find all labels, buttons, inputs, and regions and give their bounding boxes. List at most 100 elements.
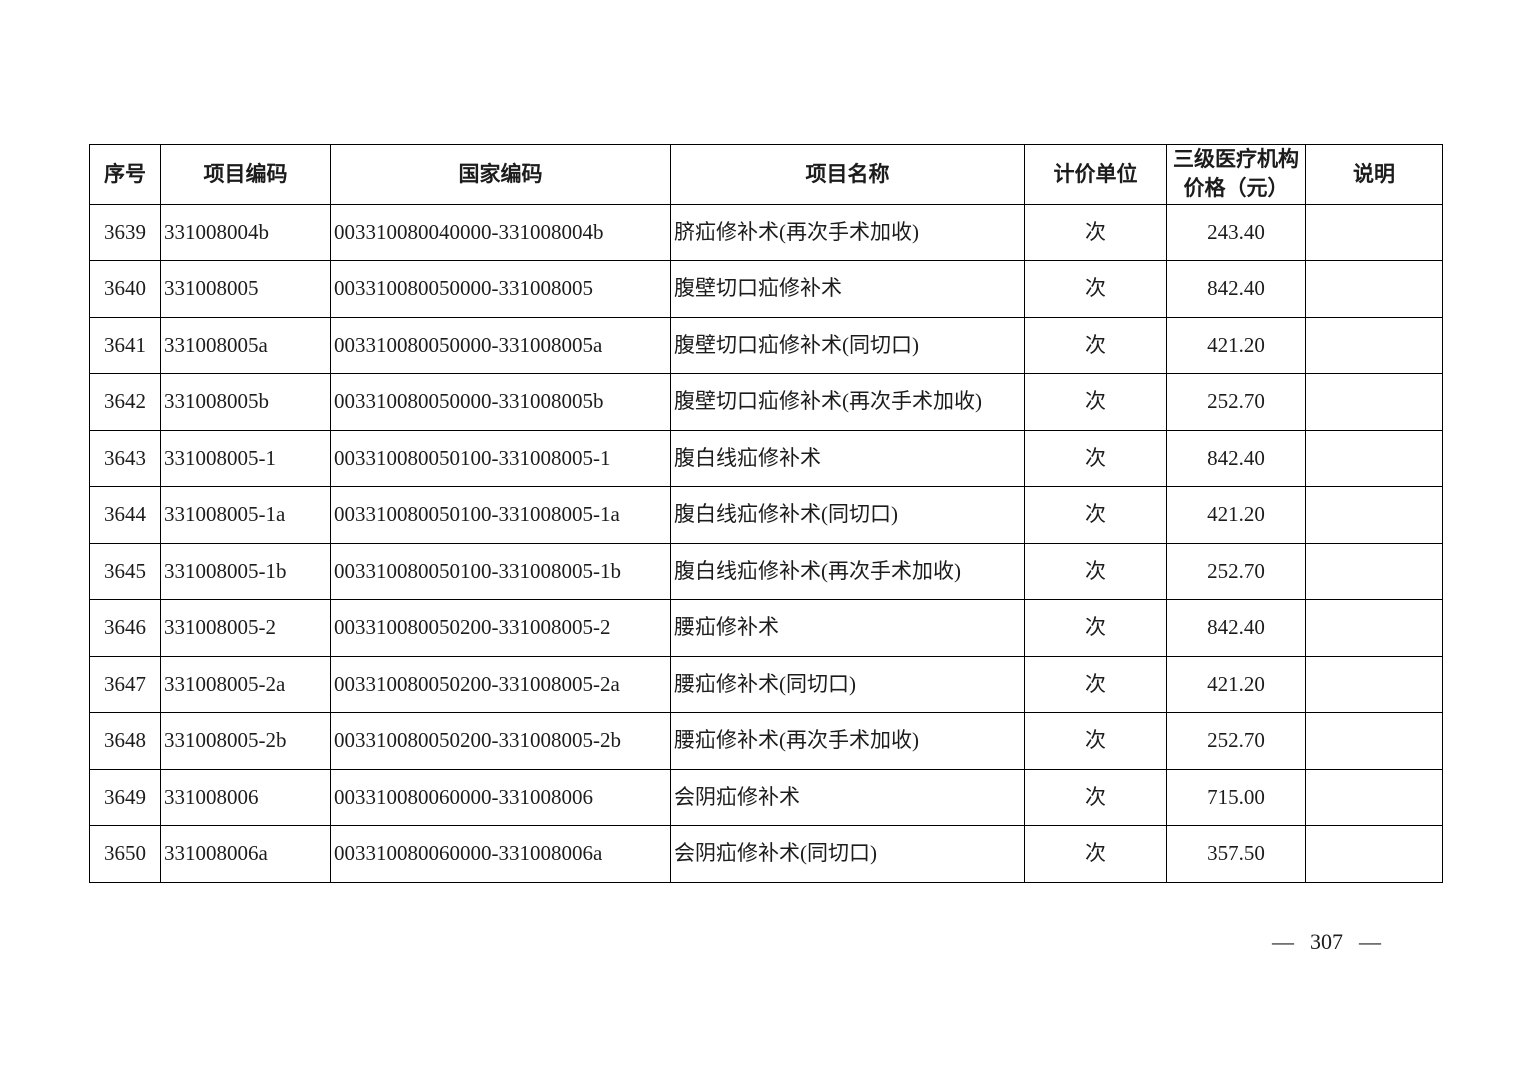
cell-project-code: 331008005-2a xyxy=(160,655,331,714)
cell-note xyxy=(1305,655,1443,714)
table-row: 3649 331008006 003310080060000-331008006… xyxy=(89,768,1443,827)
cell-price: 842.40 xyxy=(1166,429,1306,488)
cell-project-code: 331008005-1a xyxy=(160,486,331,544)
cell-national-code: 003310080050000-331008005 xyxy=(330,260,671,318)
cell-price: 421.20 xyxy=(1166,316,1306,375)
cell-seq: 3647 xyxy=(89,655,161,714)
cell-price: 421.20 xyxy=(1166,486,1306,544)
cell-unit: 次 xyxy=(1024,825,1167,883)
cell-unit: 次 xyxy=(1024,542,1167,601)
cell-seq: 3649 xyxy=(89,768,161,827)
cell-price: 357.50 xyxy=(1166,825,1306,883)
cell-note xyxy=(1305,486,1443,544)
cell-national-code: 003310080050200-331008005-2b xyxy=(330,712,671,770)
table-row: 3645 331008005-1b 003310080050100-331008… xyxy=(89,542,1443,601)
page-number: 307 xyxy=(1310,929,1343,954)
cell-note xyxy=(1305,768,1443,827)
cell-seq: 3645 xyxy=(89,542,161,601)
cell-unit: 次 xyxy=(1024,599,1167,657)
table-row: 3648 331008005-2b 003310080050200-331008… xyxy=(89,712,1443,770)
cell-note xyxy=(1305,712,1443,770)
cell-national-code: 003310080050200-331008005-2a xyxy=(330,655,671,714)
cell-price: 842.40 xyxy=(1166,599,1306,657)
cell-project-code: 331008005b xyxy=(160,373,331,431)
cell-unit: 次 xyxy=(1024,429,1167,488)
header-unit: 计价单位 xyxy=(1024,144,1167,205)
table-row: 3642 331008005b 003310080050000-33100800… xyxy=(89,373,1443,431)
cell-seq: 3643 xyxy=(89,429,161,488)
cell-project-name: 腹壁切口疝修补术 xyxy=(670,260,1025,318)
cell-price: 842.40 xyxy=(1166,260,1306,318)
cell-project-code: 331008005-2b xyxy=(160,712,331,770)
table-row: 3646 331008005-2 003310080050200-3310080… xyxy=(89,599,1443,657)
cell-seq: 3639 xyxy=(89,203,161,262)
table-row: 3641 331008005a 003310080050000-33100800… xyxy=(89,316,1443,375)
cell-project-code: 331008005-1b xyxy=(160,542,331,601)
cell-unit: 次 xyxy=(1024,486,1167,544)
cell-note xyxy=(1305,260,1443,318)
cell-note xyxy=(1305,373,1443,431)
cell-project-name: 腹白线疝修补术 xyxy=(670,429,1025,488)
cell-project-name: 腹白线疝修补术(同切口) xyxy=(670,486,1025,544)
cell-unit: 次 xyxy=(1024,260,1167,318)
cell-project-name: 脐疝修补术(再次手术加收) xyxy=(670,203,1025,262)
cell-project-code: 331008006 xyxy=(160,768,331,827)
cell-price: 421.20 xyxy=(1166,655,1306,714)
cell-national-code: 003310080050200-331008005-2 xyxy=(330,599,671,657)
table-header-row: 序号 项目编码 国家编码 项目名称 计价单位 三级医疗机构价格（元） 说明 xyxy=(89,144,1443,205)
cell-project-code: 331008005 xyxy=(160,260,331,318)
cell-unit: 次 xyxy=(1024,373,1167,431)
table-row: 3643 331008005-1 003310080050100-3310080… xyxy=(89,429,1443,488)
cell-seq: 3641 xyxy=(89,316,161,375)
cell-national-code: 003310080050100-331008005-1a xyxy=(330,486,671,544)
cell-unit: 次 xyxy=(1024,712,1167,770)
cell-note xyxy=(1305,429,1443,488)
table-row: 3640 331008005 003310080050000-331008005… xyxy=(89,260,1443,318)
header-tertiary-price: 三级医疗机构价格（元） xyxy=(1166,144,1306,205)
cell-project-code: 331008004b xyxy=(160,203,331,262)
cell-national-code: 003310080050100-331008005-1b xyxy=(330,542,671,601)
cell-national-code: 003310080050100-331008005-1 xyxy=(330,429,671,488)
cell-price: 252.70 xyxy=(1166,542,1306,601)
cell-national-code: 003310080050000-331008005a xyxy=(330,316,671,375)
cell-seq: 3650 xyxy=(89,825,161,883)
cell-seq: 3644 xyxy=(89,486,161,544)
cell-unit: 次 xyxy=(1024,203,1167,262)
table-row: 3644 331008005-1a 003310080050100-331008… xyxy=(89,486,1443,544)
cell-project-name: 腰疝修补术(同切口) xyxy=(670,655,1025,714)
cell-unit: 次 xyxy=(1024,316,1167,375)
table-row: 3650 331008006a 003310080060000-33100800… xyxy=(89,825,1443,883)
cell-project-name: 腹壁切口疝修补术(再次手术加收) xyxy=(670,373,1025,431)
cell-seq: 3642 xyxy=(89,373,161,431)
cell-project-name: 腹白线疝修补术(再次手术加收) xyxy=(670,542,1025,601)
header-seq: 序号 xyxy=(89,144,161,205)
cell-unit: 次 xyxy=(1024,768,1167,827)
cell-price: 252.70 xyxy=(1166,373,1306,431)
cell-national-code: 003310080040000-331008004b xyxy=(330,203,671,262)
cell-project-code: 331008005-1 xyxy=(160,429,331,488)
cell-project-name: 会阴疝修补术 xyxy=(670,768,1025,827)
cell-seq: 3648 xyxy=(89,712,161,770)
page-footer: — 307 — xyxy=(1272,929,1381,955)
footer-dash-right: — xyxy=(1359,929,1381,954)
table-row: 3647 331008005-2a 003310080050200-331008… xyxy=(89,655,1443,714)
price-table: 序号 项目编码 国家编码 项目名称 计价单位 三级医疗机构价格（元） 说明 36… xyxy=(89,144,1443,883)
cell-price: 243.40 xyxy=(1166,203,1306,262)
cell-project-name: 腰疝修补术 xyxy=(670,599,1025,657)
header-national-code: 国家编码 xyxy=(330,144,671,205)
cell-note xyxy=(1305,825,1443,883)
cell-note xyxy=(1305,542,1443,601)
header-project-name: 项目名称 xyxy=(670,144,1025,205)
cell-seq: 3640 xyxy=(89,260,161,318)
table-row: 3639 331008004b 003310080040000-33100800… xyxy=(89,203,1443,262)
cell-project-name: 腰疝修补术(再次手术加收) xyxy=(670,712,1025,770)
cell-note xyxy=(1305,203,1443,262)
cell-national-code: 003310080050000-331008005b xyxy=(330,373,671,431)
cell-unit: 次 xyxy=(1024,655,1167,714)
cell-price: 715.00 xyxy=(1166,768,1306,827)
cell-price: 252.70 xyxy=(1166,712,1306,770)
cell-note xyxy=(1305,316,1443,375)
cell-national-code: 003310080060000-331008006 xyxy=(330,768,671,827)
cell-national-code: 003310080060000-331008006a xyxy=(330,825,671,883)
